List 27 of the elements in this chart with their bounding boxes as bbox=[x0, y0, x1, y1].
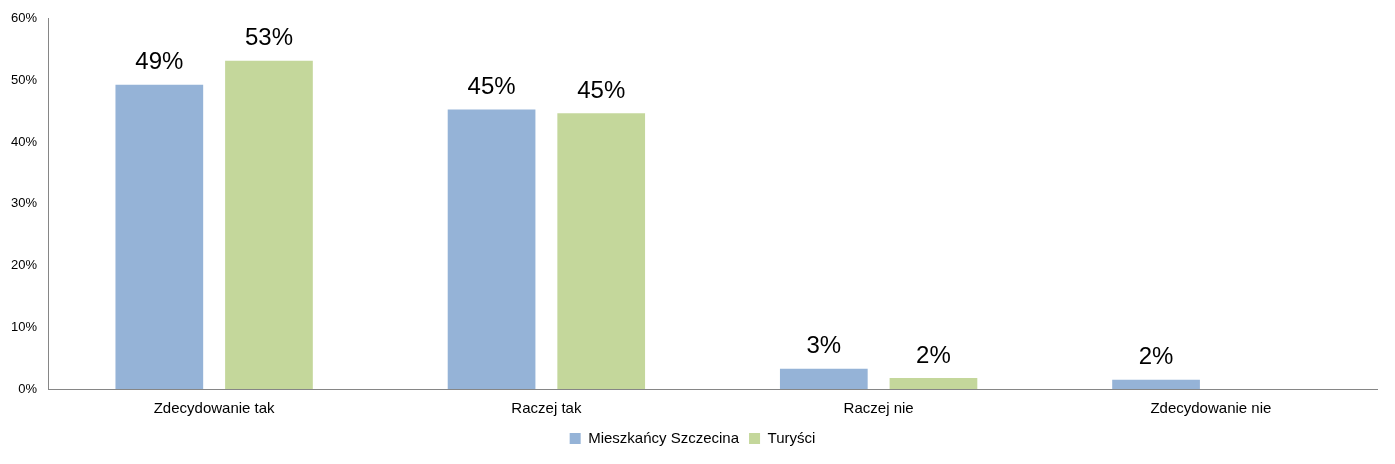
data-label: 49% bbox=[135, 47, 184, 75]
data-label: 45% bbox=[467, 72, 516, 100]
y-tick-label: 40% bbox=[10, 133, 38, 149]
bar bbox=[1112, 379, 1200, 389]
y-tick-label: 30% bbox=[10, 195, 38, 211]
y-tick-label: 10% bbox=[10, 318, 38, 334]
x-tick-label: Zdecydowanie nie bbox=[1150, 399, 1272, 417]
bar bbox=[225, 60, 313, 389]
x-tick-label: Zdecydowanie tak bbox=[153, 399, 276, 417]
y-tick-label: 20% bbox=[10, 257, 38, 273]
data-label: 45% bbox=[577, 75, 626, 103]
bar bbox=[889, 377, 978, 389]
data-label: 2% bbox=[916, 340, 951, 368]
data-label: 3% bbox=[806, 331, 842, 359]
bar bbox=[115, 84, 204, 389]
bar bbox=[447, 109, 536, 389]
bar bbox=[557, 113, 646, 389]
bar bbox=[779, 368, 868, 389]
legend-label: Mieszkańcy Szczecina bbox=[588, 428, 740, 446]
y-tick-label: 50% bbox=[10, 72, 38, 88]
data-label: 53% bbox=[244, 23, 293, 51]
y-tick-label: 60% bbox=[10, 10, 38, 26]
data-label: 2% bbox=[1138, 342, 1174, 370]
x-tick-label: Raczej nie bbox=[843, 399, 914, 417]
x-tick-label: Raczej tak bbox=[511, 399, 582, 417]
legend-label: Turyści bbox=[767, 428, 816, 446]
y-tick-label: 0% bbox=[18, 380, 38, 396]
